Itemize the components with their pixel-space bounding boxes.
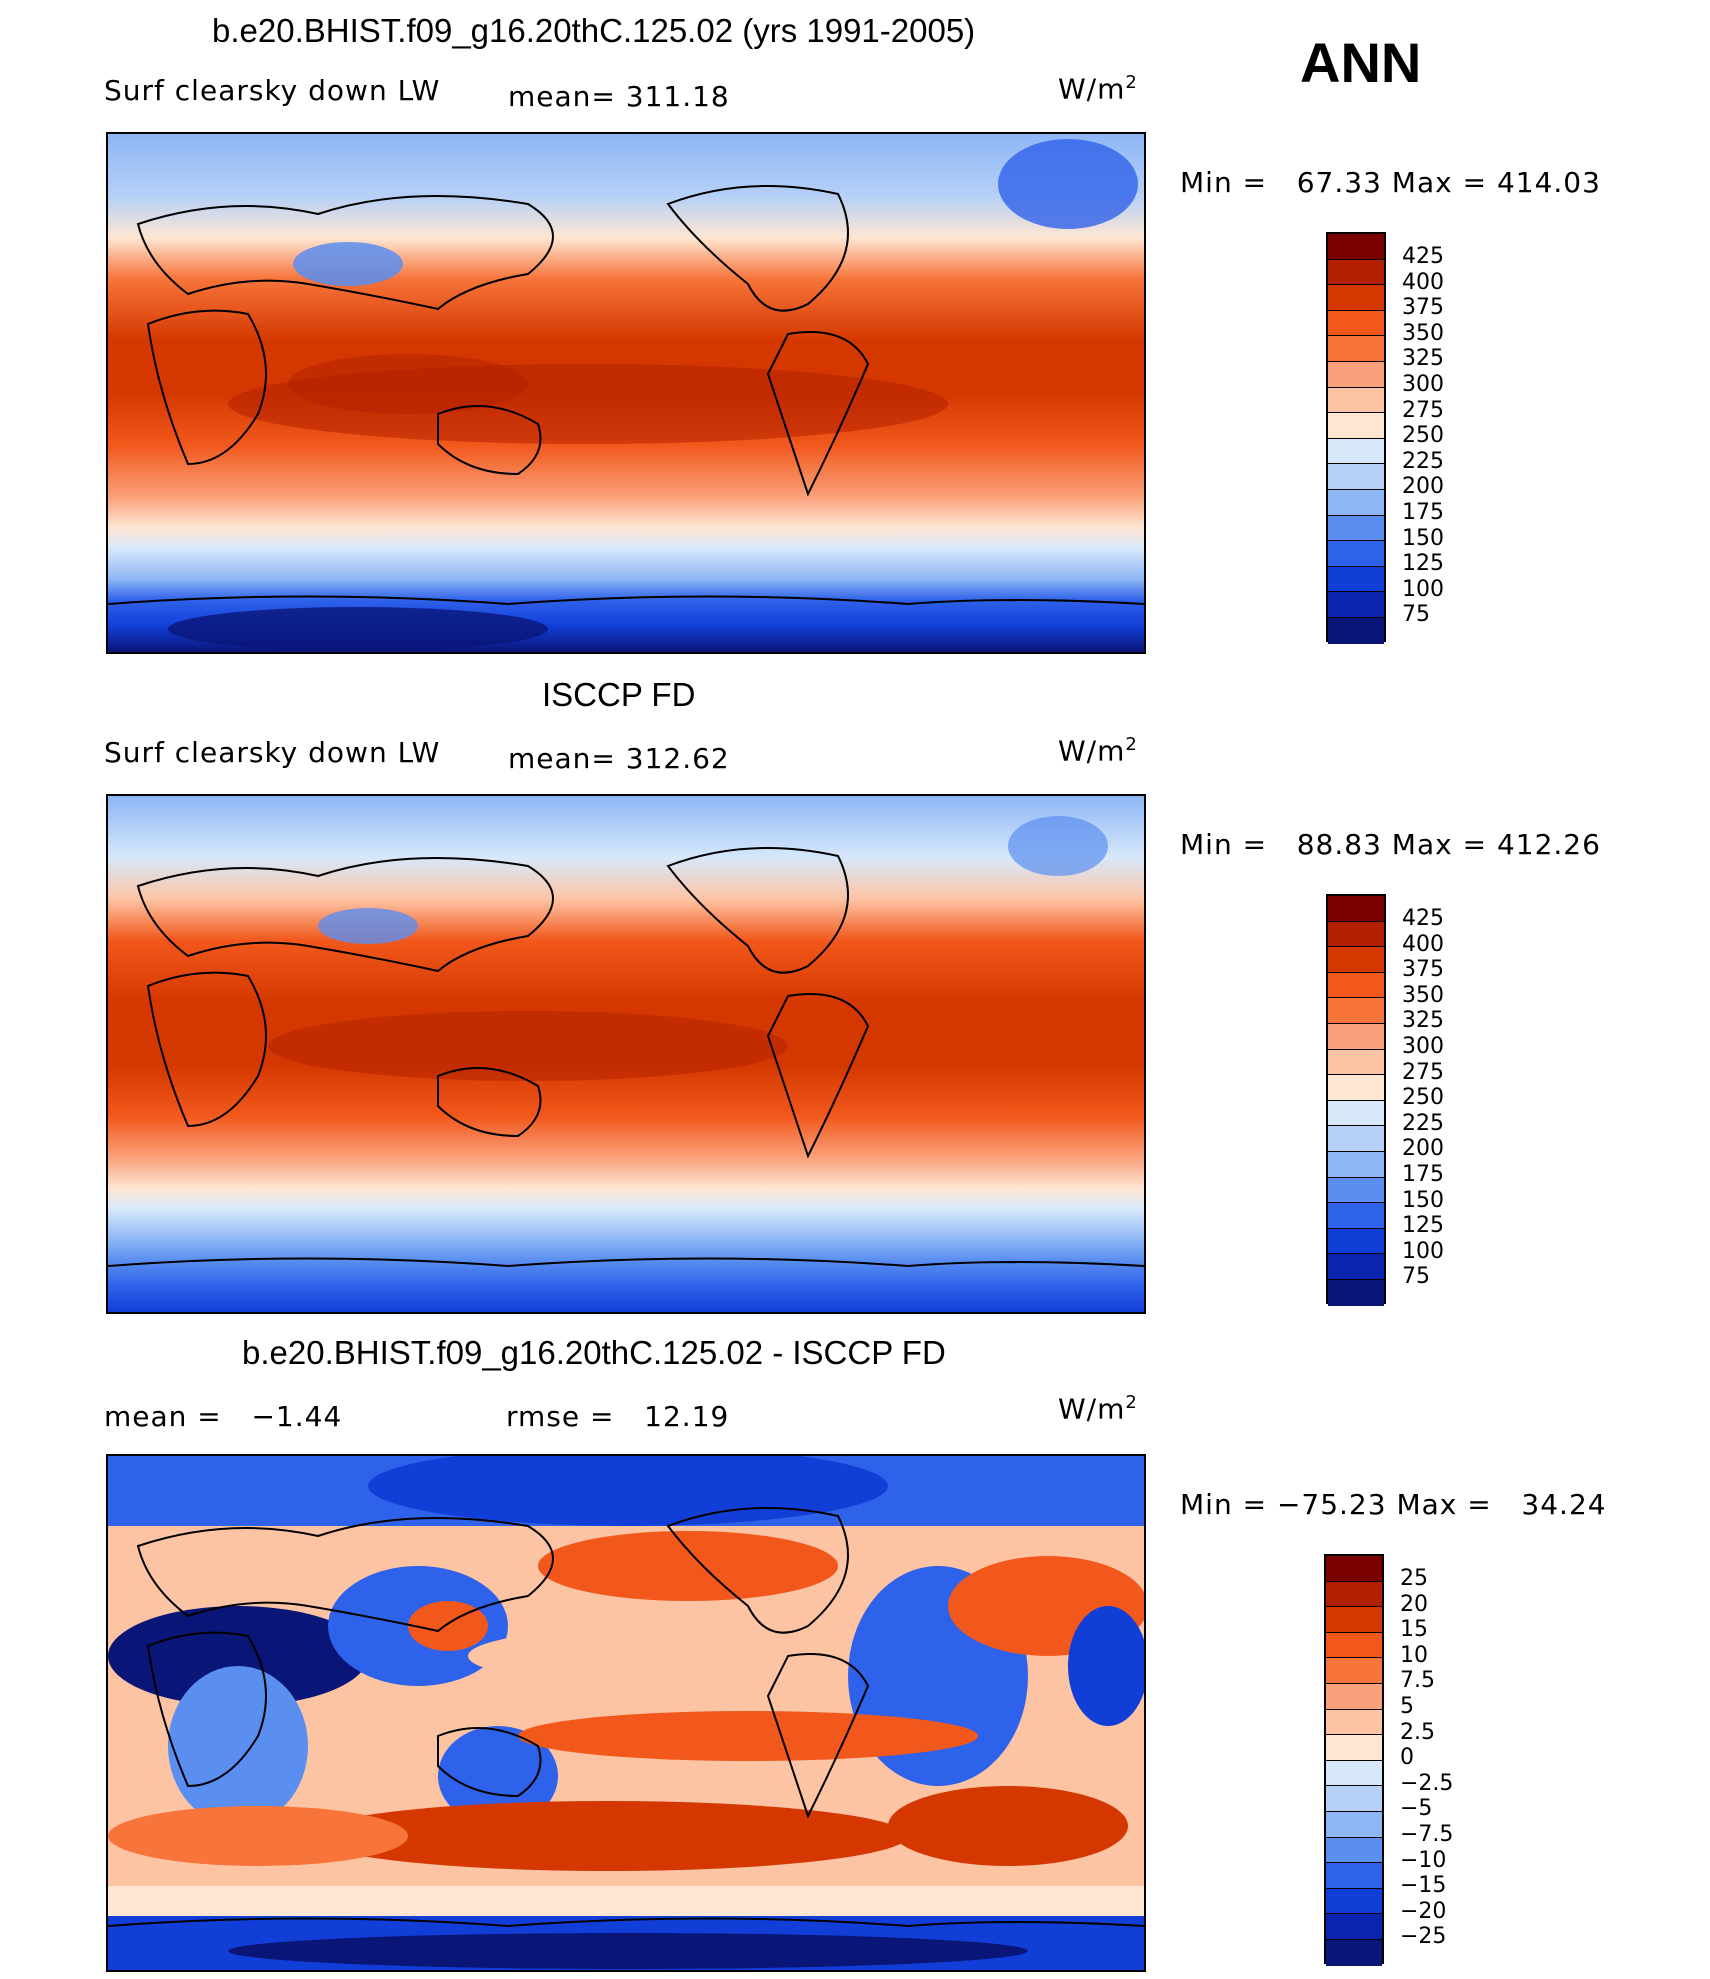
colorbar-label: 100: [1402, 576, 1444, 602]
panel-1-units: W/m2: [1058, 72, 1138, 106]
colorbar-label: 300: [1402, 1034, 1444, 1059]
colorbar-label: −15: [1400, 1873, 1447, 1899]
panel-1-mean-label: mean= 311.18: [508, 80, 730, 113]
colorbar-label: 275: [1402, 397, 1444, 423]
colorbar-label: 25: [1400, 1566, 1428, 1591]
colorbar-label: 75: [1402, 602, 1430, 628]
colorbar-label: 225: [1402, 448, 1444, 474]
colorbar-label: 350: [1402, 982, 1444, 1008]
panel-3-colorbar: [1324, 1554, 1384, 1966]
colorbar-label: 125: [1402, 551, 1444, 577]
panel-1-map: [106, 132, 1146, 654]
colorbar-label: 0: [1400, 1745, 1414, 1771]
colorbar-label: 10: [1400, 1642, 1428, 1668]
colorbar-label: 5: [1400, 1694, 1414, 1719]
colorbar-label: 75: [1402, 1264, 1430, 1290]
colorbar-label: 225: [1402, 1110, 1444, 1136]
panel-2-variable-label: Surf clearsky down LW: [104, 736, 441, 769]
panel-3-map-field: [108, 1456, 1144, 1970]
panel-3-rmse-label: rmse = 12.19: [506, 1400, 730, 1433]
colorbar-label: −2.5: [1400, 1770, 1454, 1796]
panel-3-minmax: Min = −75.23 Max = 34.24: [1180, 1488, 1607, 1521]
colorbar-label: −25: [1400, 1924, 1447, 1950]
colorbar-label: 7.5: [1400, 1668, 1435, 1694]
colorbar-label: 425: [1402, 244, 1444, 269]
colorbar-label: 375: [1402, 295, 1444, 321]
panel-1-variable-label: Surf clearsky down LW: [104, 74, 441, 107]
colorbar-label: −10: [1400, 1847, 1447, 1873]
colorbar-label: 150: [1402, 1187, 1444, 1213]
colorbar-label: 250: [1402, 1085, 1444, 1111]
panel-1-minmax: Min = 67.33 Max = 414.03: [1180, 166, 1601, 199]
colorbar-label: −20: [1400, 1898, 1447, 1924]
panel-2-map-field: [108, 796, 1144, 1312]
colorbar-label: 175: [1402, 500, 1444, 525]
panel-2-colorbar: [1326, 894, 1386, 1306]
colorbar-label: 275: [1402, 1059, 1444, 1085]
colorbar-label: 325: [1402, 346, 1444, 372]
colorbar-label: 150: [1402, 525, 1444, 551]
panel-3-title: b.e20.BHIST.f09_g16.20thC.125.02 - ISCCP…: [242, 1334, 946, 1371]
colorbar-label: 175: [1402, 1162, 1444, 1187]
colorbar-label: 350: [1402, 320, 1444, 346]
colorbar-label: 250: [1402, 423, 1444, 449]
colorbar-label: 375: [1402, 957, 1444, 983]
panel-3-map: [106, 1454, 1146, 1972]
colorbar-label: 2.5: [1400, 1719, 1435, 1745]
colorbar-label: 100: [1402, 1238, 1444, 1264]
colorbar-label: 400: [1402, 931, 1444, 957]
panel-2-units: W/m2: [1058, 734, 1138, 768]
panel-3-mean-label: mean = −1.44: [104, 1400, 343, 1433]
colorbar-label: 425: [1402, 906, 1444, 931]
panel-1-map-field: [108, 134, 1144, 652]
colorbar-label: 300: [1402, 372, 1444, 397]
panel-3-units: W/m2: [1058, 1392, 1138, 1426]
panel-2-mean-label: mean= 312.62: [508, 742, 730, 775]
colorbar-label: 200: [1402, 1136, 1444, 1162]
colorbar-label: 125: [1402, 1213, 1444, 1239]
panel-2-map: [106, 794, 1146, 1314]
colorbar-label: −7.5: [1400, 1822, 1454, 1847]
colorbar-label: 400: [1402, 269, 1444, 295]
panel-1-title: b.e20.BHIST.f09_g16.20thC.125.02 (yrs 19…: [212, 12, 976, 49]
season-label: ANN: [1300, 31, 1422, 94]
panel-2-minmax: Min = 88.83 Max = 412.26: [1180, 828, 1601, 861]
panel-1-colorbar: [1326, 232, 1386, 644]
colorbar-label: 15: [1400, 1617, 1428, 1643]
colorbar-label: 200: [1402, 474, 1444, 500]
colorbar-label: −5: [1400, 1796, 1433, 1822]
colorbar-label: 20: [1400, 1591, 1428, 1617]
panel-2-title: ISCCP FD: [542, 676, 696, 713]
colorbar-label: 325: [1402, 1008, 1444, 1034]
